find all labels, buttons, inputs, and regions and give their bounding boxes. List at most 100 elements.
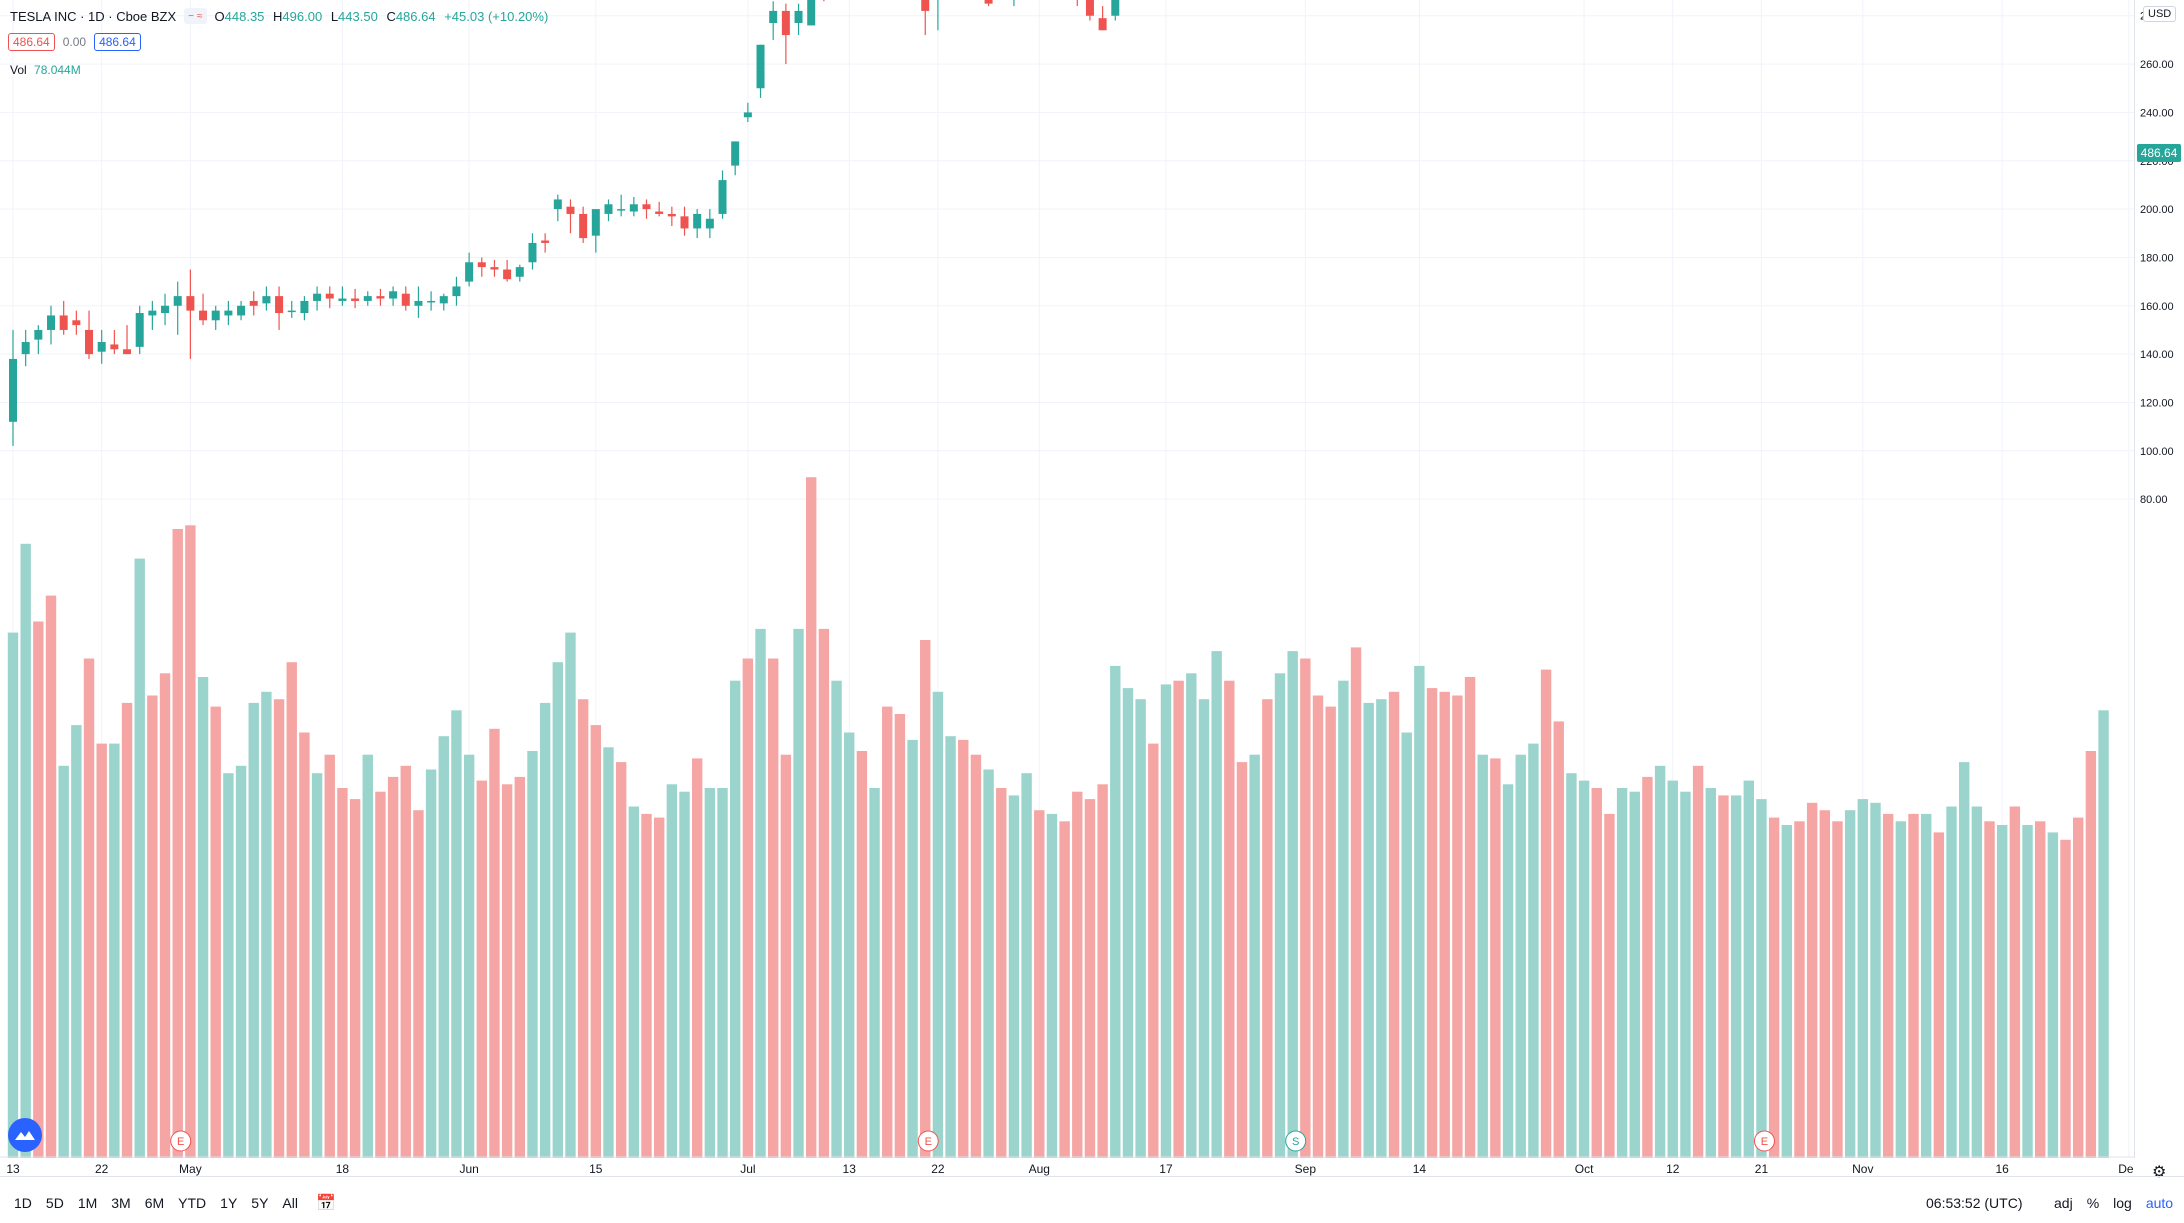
volume-bar bbox=[235, 765, 247, 1158]
candle-body bbox=[490, 267, 499, 270]
volume-bar bbox=[83, 658, 95, 1158]
volume-bar bbox=[337, 788, 348, 1158]
candle-body bbox=[528, 242, 537, 263]
volume-bar bbox=[1186, 673, 1197, 1158]
volume-bar bbox=[2098, 710, 2109, 1158]
volume-bar bbox=[1249, 754, 1260, 1158]
volume-bar bbox=[45, 595, 57, 1158]
range-1d[interactable]: 1D bbox=[14, 1195, 32, 1211]
candle-body bbox=[921, 0, 930, 11]
bid-box[interactable]: 486.64 bbox=[8, 33, 55, 51]
auto-toggle[interactable]: auto bbox=[2145, 1195, 2174, 1211]
volume-bar bbox=[1882, 813, 1894, 1158]
ask-box[interactable]: 486.64 bbox=[94, 33, 141, 51]
tradingview-logo-icon[interactable] bbox=[8, 1118, 42, 1152]
range-ytd[interactable]: YTD bbox=[178, 1195, 207, 1211]
volume-bar bbox=[1224, 680, 1235, 1158]
range-5d[interactable]: 5D bbox=[45, 1195, 64, 1211]
candle-body bbox=[97, 342, 106, 352]
utc-clock[interactable]: 06:53:52 (UTC) bbox=[1926, 1195, 2023, 1211]
volume-bar bbox=[1692, 765, 1704, 1158]
time-axis-label: Jun bbox=[459, 1162, 478, 1176]
candle bbox=[47, 305, 56, 345]
candle-body bbox=[123, 349, 132, 355]
volume-bar bbox=[413, 810, 424, 1158]
candle bbox=[439, 293, 448, 311]
range-6m[interactable]: 6M bbox=[144, 1195, 165, 1211]
price-tick-label: 140.00 bbox=[2140, 349, 2174, 361]
price-tick-label: 180.00 bbox=[2140, 252, 2174, 264]
volume-bar bbox=[2009, 806, 2021, 1158]
candle bbox=[186, 269, 195, 359]
candle-body bbox=[376, 296, 385, 299]
volume-bar bbox=[438, 736, 449, 1158]
volume-bar bbox=[463, 754, 475, 1158]
range-3m[interactable]: 3M bbox=[111, 1195, 131, 1211]
currency-label[interactable]: USD bbox=[2143, 6, 2177, 22]
volume-bar bbox=[882, 706, 893, 1158]
candle bbox=[731, 141, 740, 176]
range-all[interactable]: All bbox=[282, 1195, 298, 1211]
candle bbox=[705, 209, 714, 239]
volume-bar bbox=[1654, 765, 1666, 1158]
candle bbox=[1085, 0, 1094, 21]
time-axis-label: 14 bbox=[1413, 1162, 1427, 1176]
candle-body bbox=[414, 300, 423, 306]
log-toggle[interactable]: log bbox=[2113, 1195, 2132, 1211]
volume-bar bbox=[603, 747, 614, 1158]
candle bbox=[300, 296, 309, 321]
volume-bar bbox=[1718, 795, 1729, 1158]
candle bbox=[984, 0, 993, 7]
candle bbox=[693, 209, 702, 239]
close-value: 486.64 bbox=[395, 8, 436, 24]
time-axis-label: 22 bbox=[931, 1162, 945, 1176]
legend-toggle[interactable]: − ≈ bbox=[184, 8, 207, 24]
candle bbox=[591, 209, 600, 253]
candle-body bbox=[186, 296, 195, 311]
open-value: 448.35 bbox=[224, 8, 265, 24]
candle-body bbox=[515, 267, 524, 277]
candle bbox=[72, 310, 81, 335]
candle-body bbox=[85, 329, 94, 355]
volume-bar bbox=[197, 677, 209, 1158]
volume-bar bbox=[806, 477, 817, 1158]
open-key: O bbox=[214, 8, 225, 24]
volume-bar bbox=[286, 662, 297, 1158]
candle-body bbox=[199, 310, 208, 321]
volume-bar bbox=[1287, 651, 1298, 1158]
range-1y[interactable]: 1Y bbox=[220, 1195, 238, 1211]
candle bbox=[237, 300, 246, 321]
candle bbox=[376, 288, 385, 306]
volume-bar bbox=[615, 762, 627, 1158]
percent-toggle[interactable]: % bbox=[2086, 1195, 2100, 1211]
time-axis[interactable]: 13 22 May 18 Jun 15 Jul 13 22 Aug 17 Sep 14 Oct 12 21 No… bbox=[0, 1160, 2134, 1178]
adj-toggle[interactable]: adj bbox=[2054, 1195, 2073, 1211]
volume-bar bbox=[1034, 810, 1045, 1158]
candle-body bbox=[1098, 18, 1107, 31]
volume-bar bbox=[1300, 658, 1311, 1158]
volume-bar bbox=[590, 725, 602, 1158]
candle bbox=[1111, 0, 1120, 21]
marker-letter: E bbox=[925, 1136, 932, 1148]
low-key: L bbox=[330, 8, 339, 24]
volume-bar bbox=[1984, 821, 1995, 1158]
candle-body bbox=[1111, 0, 1120, 16]
range-5y[interactable]: 5Y bbox=[251, 1195, 269, 1211]
candle bbox=[414, 286, 423, 318]
volume-bar bbox=[1439, 691, 1450, 1158]
candle bbox=[313, 286, 322, 311]
price-scale[interactable]: 540.00520.00500.00480.00460.00440.00420.… bbox=[2134, 0, 2184, 1158]
volume-bar bbox=[273, 699, 285, 1158]
range-1m[interactable]: 1M bbox=[77, 1195, 98, 1211]
volume-bar bbox=[641, 813, 652, 1158]
marker-letter: E bbox=[177, 1136, 184, 1148]
volume-bar bbox=[2060, 839, 2071, 1158]
volume-bar bbox=[2047, 832, 2059, 1158]
time-axis-label: 15 bbox=[589, 1162, 603, 1176]
volume-bar bbox=[1490, 758, 1501, 1158]
volume-bar bbox=[375, 791, 386, 1158]
symbol-title[interactable]: TESLA INC · 1D · Cboe BZX bbox=[10, 8, 177, 24]
volume-bar bbox=[1908, 813, 1919, 1158]
goto-date-icon[interactable]: 📅 bbox=[316, 1195, 336, 1212]
